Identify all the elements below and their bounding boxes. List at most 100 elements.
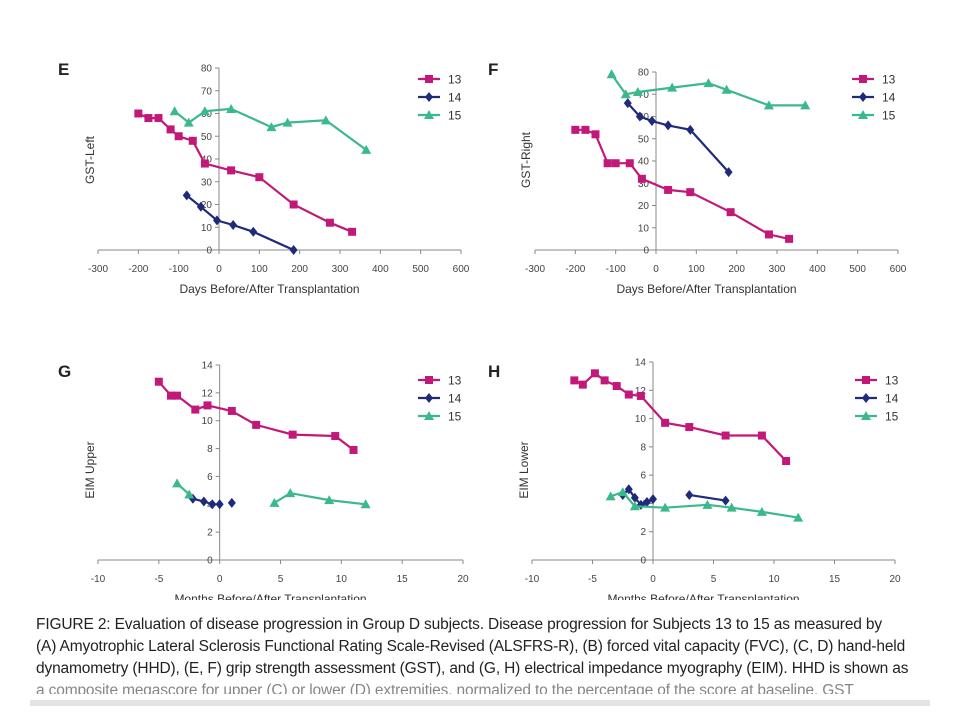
legend-label: 14 [448,91,462,105]
series-13 [134,109,357,236]
x-tick-label: -10 [91,574,106,585]
data-point [289,200,298,209]
legend-marker [859,75,867,83]
data-point [764,230,773,239]
x-axis-label: Days Before/After Transplantation [179,282,359,296]
series-13 [570,369,791,465]
data-point [721,495,730,506]
legend-label: 14 [448,392,462,406]
legend-marker [424,110,434,119]
x-tick-label: -5 [154,574,163,585]
data-point [703,78,714,88]
data-point [726,208,735,217]
data-point [196,201,205,212]
series-13 [571,125,794,243]
data-point [266,122,277,132]
data-point [134,109,143,118]
data-point [361,144,372,154]
series-13 [154,377,358,454]
y-tick-label: 10 [638,223,650,234]
data-point [590,369,599,378]
data-point [215,499,224,510]
data-point [183,117,194,127]
series-14 [189,493,236,510]
x-axis-label: Months Before/After Transplantation [174,592,366,600]
x-tick-label: 10 [336,574,348,585]
data-point [360,499,371,509]
data-point [325,218,334,227]
y-axis-label: EIM Upper [83,441,97,498]
y-tick-label: 70 [201,86,213,97]
data-point [637,174,646,183]
data-point [212,215,221,226]
series-15 [169,103,372,154]
data-point [664,120,673,131]
data-point [288,430,297,439]
y-tick-label: 50 [638,134,650,145]
x-tick-label: 0 [650,574,656,585]
x-tick-label: 200 [291,264,308,275]
y-tick-label: 0 [643,246,649,257]
data-point [785,234,794,243]
data-point [603,159,612,168]
panel-letter: G [58,362,71,381]
data-point [600,376,609,385]
legend-marker [862,393,870,403]
caption-line: dynamometry (HHD), (E, F) grip strength … [36,660,909,677]
x-tick-label: 20 [457,574,469,585]
x-tick-label: 20 [889,574,901,585]
data-point [173,391,182,400]
x-tick-label: 100 [688,264,705,275]
data-point [188,136,197,145]
legend-label: 13 [882,73,896,87]
y-tick-label: 6 [207,472,213,483]
panel-letter: F [488,60,498,79]
legend-label: 14 [885,392,899,406]
legend-marker [858,110,868,119]
series-14 [623,98,733,178]
x-tick-label: 300 [769,264,786,275]
x-tick-label: -10 [525,574,540,585]
data-point [227,406,236,415]
legend-label: 14 [882,91,896,105]
y-tick-label: 12 [202,388,214,399]
series-14 [182,190,298,255]
legend-label: 13 [448,73,462,87]
series-line [573,371,787,462]
y-tick-label: 10 [202,416,214,427]
data-point [184,489,195,499]
y-axis-label: GST-Right [519,131,533,188]
data-point [664,185,673,194]
data-point [169,106,180,116]
data-point [285,488,296,498]
legend-marker [424,411,434,420]
data-point [252,420,261,429]
data-point [229,219,238,230]
y-tick-label: 80 [201,64,213,75]
data-point [289,245,298,255]
data-point [636,391,645,400]
data-point [348,227,357,236]
legend-marker [859,92,867,102]
x-tick-label: 400 [372,264,389,275]
y-tick-label: 10 [635,414,647,425]
y-tick-label: 2 [207,528,213,539]
y-tick-label: 0 [207,556,213,567]
data-point [726,502,737,512]
data-point [154,377,163,386]
panel-letter: E [58,60,69,79]
panel-letter: H [488,362,500,381]
data-point [763,100,774,110]
legend-marker [425,393,433,403]
data-point [166,125,175,134]
figure-caption: FIGURE 2: Evaluation of disease progress… [36,614,936,694]
data-point [649,494,657,505]
data-point [611,159,620,168]
y-axis-label: GST-Left [83,135,97,184]
data-point [624,484,633,495]
data-point [635,111,644,122]
x-tick-label: -100 [169,264,189,275]
data-point [685,489,694,500]
